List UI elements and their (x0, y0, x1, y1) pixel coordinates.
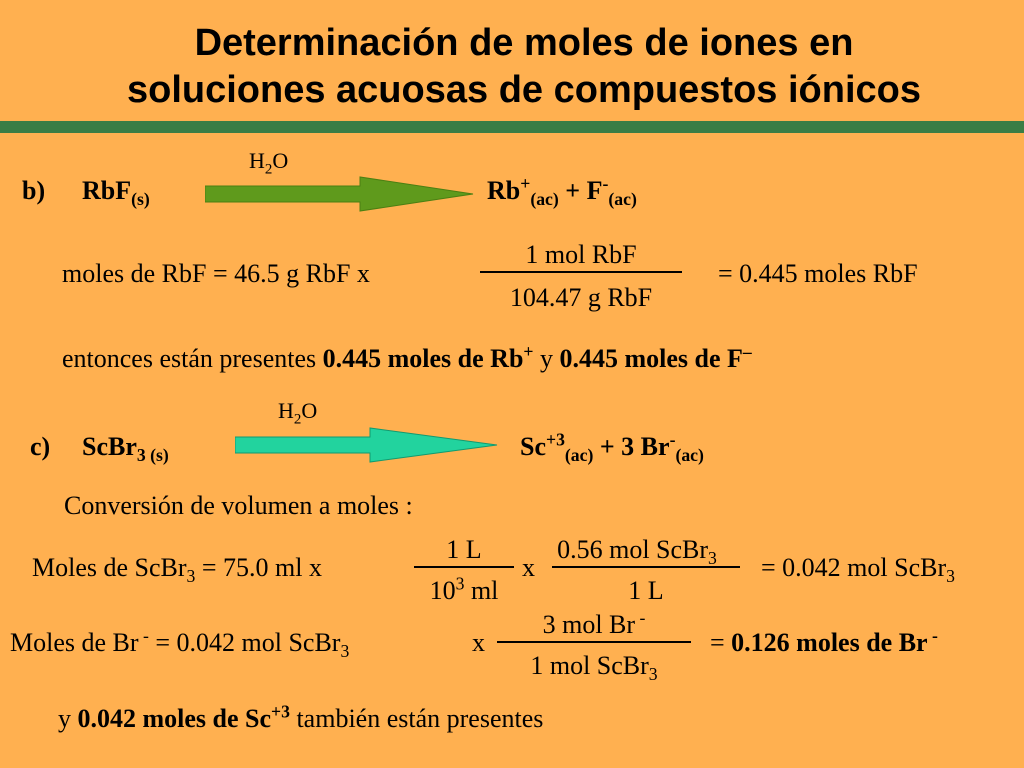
slide-title: Determinación de moles de iones en soluc… (0, 20, 1024, 114)
part-b-reaction-arrow (205, 176, 474, 212)
part-c-eq2-left: Moles de Br - = 0.042 mol ScBr3 (10, 625, 350, 662)
part-b-fraction-bar (480, 271, 682, 273)
part-c-frac1-denominator: 103 ml (429, 573, 499, 605)
part-c-products: Sc+3(ac) + 3 Br-(ac) (520, 429, 704, 466)
part-c-eq2-result: = 0.126 moles de Br - (710, 625, 938, 657)
part-c-eq2-times: x (472, 628, 485, 657)
part-c-final-line: y 0.042 moles de Sc+3 también están pres… (58, 701, 544, 733)
part-b-denominator: 104.47 g RbF (509, 283, 653, 312)
title-divider (0, 121, 1024, 133)
part-c-frac2-bar (552, 566, 740, 568)
arrow-c-shape (235, 427, 498, 463)
part-c-reactant: ScBr3 (s) (82, 432, 169, 466)
part-c-times: x (522, 553, 535, 582)
part-c-eq1-result: = 0.042 mol ScBr3 (761, 553, 955, 587)
part-c-frac3-bar (497, 641, 691, 643)
title-line-2: soluciones acuosas de compuestos iónicos (126, 69, 921, 111)
part-c-solvent: H2O (278, 398, 318, 428)
part-c-eq1-left: Moles de ScBr3 = 75.0 ml x (32, 553, 323, 587)
part-c-conversion-heading: Conversión de volumen a moles : (64, 491, 413, 520)
part-b-reactant: RbF(s) (82, 176, 150, 210)
part-c-reaction-arrow (235, 427, 498, 463)
title-line-1: Determinación de moles de iones en (194, 22, 854, 64)
part-c-frac2-denominator: 1 L (628, 576, 664, 605)
part-b-numerator: 1 mol RbF (525, 240, 637, 269)
part-c-frac1-numerator: 1 L (446, 535, 482, 564)
part-b-calc-left: moles de RbF = 46.5 g RbF x (62, 259, 370, 288)
part-c-frac1-bar (414, 566, 514, 568)
part-b-products: Rb+(ac) + F-(ac) (487, 173, 637, 210)
part-b-result: = 0.445 moles RbF (718, 259, 918, 288)
arrow-b-shape (205, 176, 474, 212)
part-b-present-line: entonces están presentes 0.445 moles de … (62, 341, 752, 373)
part-c-label: c) (30, 432, 51, 461)
part-c-frac2-numerator: 0.56 mol ScBr3 (557, 535, 717, 569)
part-b-label: b) (22, 176, 46, 205)
part-c-frac3-numerator: 3 mol Br - (542, 607, 646, 639)
part-b-solvent: H2O (249, 148, 289, 178)
part-c-frac3-denominator: 1 mol ScBr3 (530, 651, 658, 685)
